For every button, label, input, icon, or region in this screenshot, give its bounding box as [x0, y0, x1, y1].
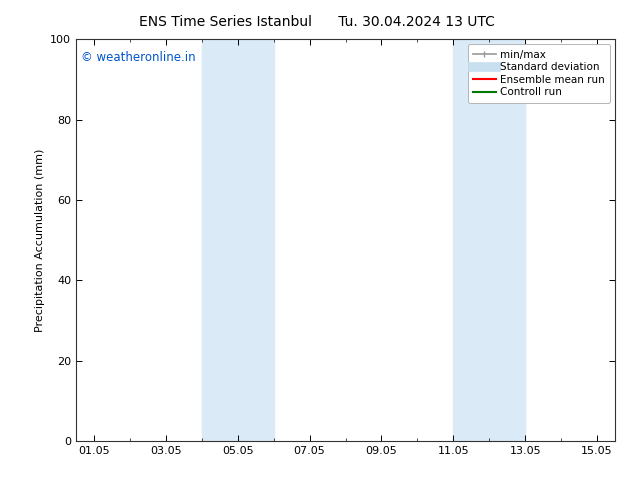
- Legend: min/max, Standard deviation, Ensemble mean run, Controll run: min/max, Standard deviation, Ensemble me…: [467, 45, 610, 102]
- Text: ENS Time Series Istanbul      Tu. 30.04.2024 13 UTC: ENS Time Series Istanbul Tu. 30.04.2024 …: [139, 15, 495, 29]
- Text: © weatheronline.in: © weatheronline.in: [81, 51, 196, 64]
- Bar: [453, 39, 525, 441]
- Bar: [202, 39, 274, 441]
- Y-axis label: Precipitation Accumulation (mm): Precipitation Accumulation (mm): [35, 148, 44, 332]
